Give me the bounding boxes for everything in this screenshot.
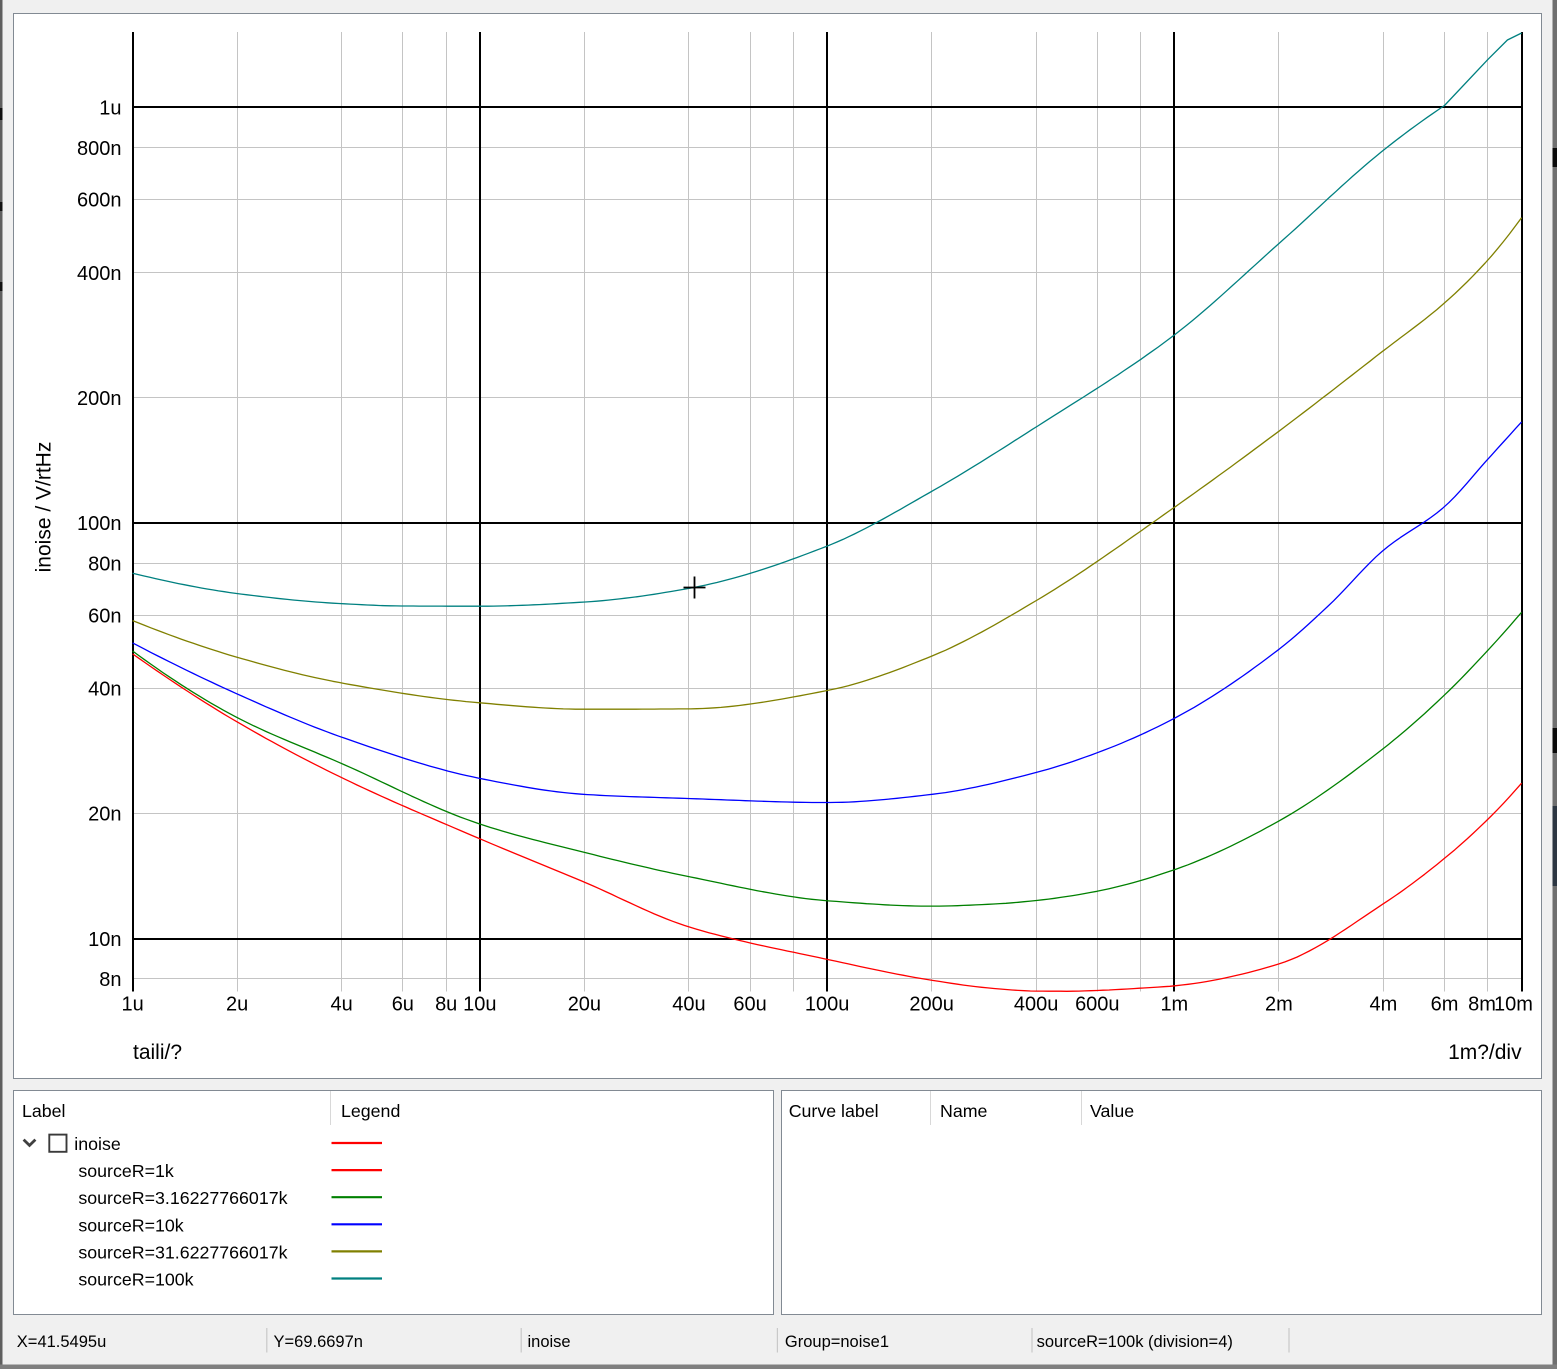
svg-text:6u: 6u xyxy=(392,994,414,1016)
svg-text:8n: 8n xyxy=(99,969,121,991)
svg-text:X=41.5495u: X=41.5495u xyxy=(17,1333,106,1351)
svg-text:sourceR=31.6227766017k: sourceR=31.6227766017k xyxy=(78,1242,287,1262)
svg-text:4u: 4u xyxy=(331,994,353,1016)
svg-text:taili/?: taili/? xyxy=(133,1041,182,1064)
svg-text:20n: 20n xyxy=(88,804,121,826)
svg-text:Y=69.6697n: Y=69.6697n xyxy=(274,1333,363,1351)
svg-text:200u: 200u xyxy=(909,994,954,1016)
svg-text:Value: Value xyxy=(1090,1101,1134,1121)
svg-text:400n: 400n xyxy=(77,263,122,285)
svg-text:sourceR=3.16227766017k: sourceR=3.16227766017k xyxy=(78,1188,287,1208)
svg-text:20u: 20u xyxy=(568,994,601,1016)
svg-text:100n: 100n xyxy=(77,513,122,535)
svg-text:8u: 8u xyxy=(435,994,457,1016)
svg-text:6m: 6m xyxy=(1431,994,1459,1016)
svg-text:4m: 4m xyxy=(1370,994,1398,1016)
svg-text:40n: 40n xyxy=(88,679,121,701)
svg-text:10n: 10n xyxy=(88,929,121,951)
svg-text:inoise: inoise xyxy=(528,1333,571,1351)
svg-text:Name: Name xyxy=(940,1101,988,1121)
svg-text:sourceR=100k (division=4): sourceR=100k (division=4) xyxy=(1037,1333,1233,1351)
svg-text:Legend: Legend xyxy=(341,1101,400,1121)
svg-text:8m: 8m xyxy=(1468,994,1496,1016)
svg-text:60u: 60u xyxy=(733,994,766,1016)
svg-text:800n: 800n xyxy=(77,138,122,160)
svg-text:1u: 1u xyxy=(121,994,143,1016)
svg-text:sourceR=10k: sourceR=10k xyxy=(78,1215,183,1235)
svg-text:Label: Label xyxy=(22,1101,66,1121)
svg-text:sourceR=100k: sourceR=100k xyxy=(78,1270,193,1290)
svg-text:600n: 600n xyxy=(77,190,122,212)
svg-text:60n: 60n xyxy=(88,605,121,627)
svg-text:2m: 2m xyxy=(1265,994,1293,1016)
svg-text:sourceR=1k: sourceR=1k xyxy=(78,1161,173,1181)
svg-text:1m: 1m xyxy=(1160,994,1188,1016)
svg-text:80n: 80n xyxy=(88,553,121,575)
svg-text:400u: 400u xyxy=(1014,994,1059,1016)
svg-text:2u: 2u xyxy=(226,994,248,1016)
svg-text:40u: 40u xyxy=(672,994,705,1016)
svg-text:Curve label: Curve label xyxy=(789,1101,879,1121)
svg-text:1m?/div: 1m?/div xyxy=(1448,1041,1522,1064)
svg-text:10u: 10u xyxy=(463,994,496,1016)
svg-text:200n: 200n xyxy=(77,388,122,410)
svg-text:600u: 600u xyxy=(1075,994,1120,1016)
svg-text:inoise: inoise xyxy=(74,1134,121,1154)
svg-text:10m: 10m xyxy=(1494,994,1533,1016)
svg-text:1u: 1u xyxy=(99,98,121,120)
svg-text:inoise / V/rtHz: inoise / V/rtHz xyxy=(33,442,56,573)
svg-text:Group=noise1: Group=noise1 xyxy=(785,1333,889,1351)
svg-text:100u: 100u xyxy=(805,994,850,1016)
